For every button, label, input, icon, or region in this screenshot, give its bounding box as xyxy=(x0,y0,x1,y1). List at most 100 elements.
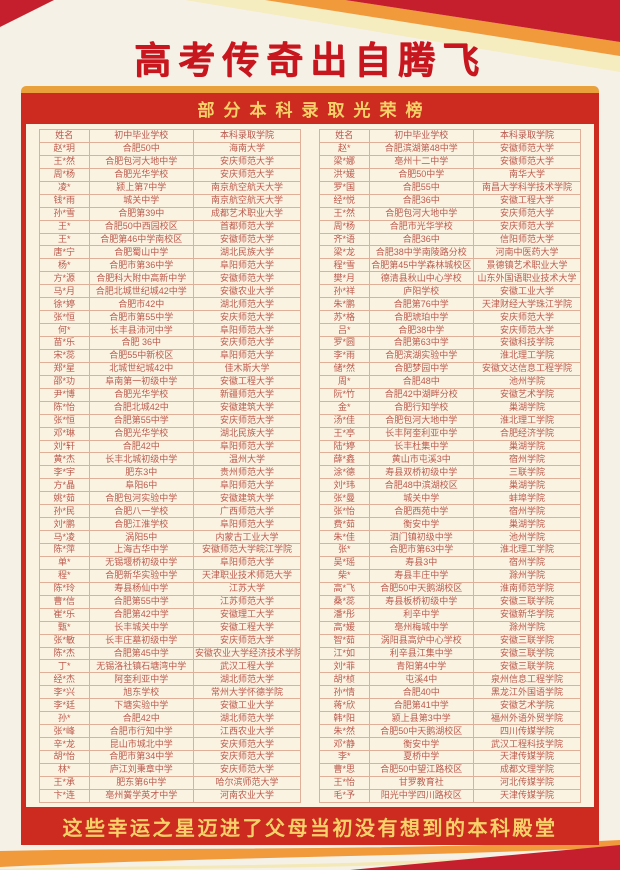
table-cell: 刘*轩 xyxy=(39,439,90,454)
table-cell: 安徽理工大学 xyxy=(192,607,302,622)
table-cell: 合肥西苑中学 xyxy=(368,504,474,519)
table-cell: 毛*予 xyxy=(319,788,370,804)
table-cell: 何* xyxy=(39,323,90,337)
table-cell: 寿县板桥初级中学 xyxy=(368,594,474,609)
table-row: 唐*宁 合肥蜀山中学 湖北民族大学 xyxy=(39,245,302,260)
table-row: 凌* 颍上第7中学 南京航空航天大学 xyxy=(39,180,302,195)
roster-table-left: 姓名 初中毕业学校 本科录取学院 赵*玥 合肥50中 海南大学 王*然 合肥包河大地中学 安庆师… xyxy=(39,129,302,804)
table-cell: 南京航空航天大学 xyxy=(192,193,302,208)
table-cell: 长丰县沛河中学 xyxy=(88,323,194,337)
table-cell: 合肥经济学院 xyxy=(472,426,582,441)
table-row: 孙*祥 庐阳学校 安徽工业大学 xyxy=(319,284,582,299)
table-cell: 朱*然 xyxy=(319,724,370,739)
table-row: 王*然 合肥包河大地中学 安庆师范大学 xyxy=(39,154,302,169)
table-cell: 夏桥中学 xyxy=(368,750,474,764)
table-row: 周* 合肥48中 池州学院 xyxy=(319,374,582,389)
table-cell: 刘*鹏 xyxy=(39,517,90,532)
table-cell: 苗*乐 xyxy=(39,336,90,350)
table-cell: 阮*竹 xyxy=(319,387,370,402)
table-cell: 程*雪 xyxy=(319,258,370,273)
table-row: 苏*格 合肥琥珀中学 安庆师范大学 xyxy=(319,310,582,325)
table-row: 辛*龙 昆山市城北中学 安庆师范大学 xyxy=(39,737,302,751)
table-row: 姚*茹 合肥包河实验中学 安徽建筑大学 xyxy=(39,491,302,506)
table-row: 黄*杰 长丰北城初级中学 温州大学 xyxy=(39,452,302,467)
table-cell: 淮北理工学院 xyxy=(472,413,582,428)
table-cell: 安庆师范大学 xyxy=(192,413,302,428)
table-cell: 新疆师范大学 xyxy=(192,387,302,402)
table-row: 朱*佳 泗门镇初级中学 池州学院 xyxy=(319,530,582,544)
table-cell: 吴*瑶 xyxy=(319,555,370,570)
table-cell: 天津财经大学珠江学院 xyxy=(472,297,582,312)
table-cell: 合肥50中西园校区 xyxy=(88,219,194,234)
table-cell: 合肥光华学校 xyxy=(88,426,194,441)
table-row: 李*雨 合肥滨湖实验中学 淮北理工学院 xyxy=(319,348,582,363)
table-cell: 安徽三联学院 xyxy=(472,633,582,648)
table-cell: 阜阳师范大学 xyxy=(192,323,302,337)
table-cell: 蒋*欣 xyxy=(319,698,370,713)
table-cell: 利辛县江集中学 xyxy=(368,646,474,661)
table-cell: 衡安中学 xyxy=(368,737,474,751)
table-cell: 合肥第45中学 xyxy=(88,646,194,661)
table-cell: 合肥42中 xyxy=(88,711,194,726)
table-cell: 王*然 xyxy=(39,154,90,169)
column-header: 姓名 xyxy=(39,129,90,143)
table-cell: 寿县杨仙中学 xyxy=(88,581,194,596)
table-cell: 合肥北城42中 xyxy=(88,400,194,415)
table-cell: 泗门镇初级中学 xyxy=(368,530,474,544)
table-cell: 孙*情 xyxy=(319,685,370,700)
table-row: 张*敏 长丰庄墓初级中学 安庆师范大学 xyxy=(39,633,302,648)
table-row: 李* 夏桥中学 天津传媒学院 xyxy=(319,750,582,764)
table-row: 徐*婷 合肥市42中 湖北师范大学 xyxy=(39,297,302,312)
table-cell: 长丰北城初级中学 xyxy=(88,452,194,467)
honor-roll-panel: 部分本科录取光荣榜 姓名 初中毕业学校 本科录取学院 赵*玥 合肥50中 海南大学 王*然合… xyxy=(21,86,599,845)
table-cell: 合肥第45中学森林城校区 xyxy=(368,258,474,273)
table-cell: 合肥光华学校 xyxy=(88,167,194,182)
table-cell: 合肥 36中 xyxy=(88,336,194,350)
table-cell: 泉州信息工程学院 xyxy=(472,672,582,687)
table-cell: 陈*玲 xyxy=(39,581,90,596)
table-cell: 张* xyxy=(319,543,370,557)
table-cell: 长丰城关中学 xyxy=(88,620,194,635)
table-cell: 尹*博 xyxy=(39,387,90,402)
table-cell: 姚*茹 xyxy=(39,491,90,506)
table-cell: 罗*国 xyxy=(319,180,370,195)
table-cell: 黄山市屯溪3中 xyxy=(368,452,474,467)
table-row: 薛*鑫 黄山市屯溪3中 宿州学院 xyxy=(319,452,582,467)
table-cell: 河南农业大学 xyxy=(192,788,302,804)
table-row: 江*如 利辛县江集中学 安徽三联学院 xyxy=(319,646,582,661)
table-cell: 颍上第7中学 xyxy=(88,180,194,195)
table-row: 刘*菲 青阳第4中学 安徽三联学院 xyxy=(319,659,582,674)
table-cell: 宿州学院 xyxy=(472,504,582,519)
table-row: 李*廷 下塘实验中学 安徽工业大学 xyxy=(39,698,302,713)
table-cell: 赵* xyxy=(319,141,370,156)
table-cell: 合肥包河大地中学 xyxy=(368,206,474,221)
table-row: 梁*龙 合肥38中学南陵路分校 河南中医药大学 xyxy=(319,245,582,260)
table-cell: 合肥50中 xyxy=(88,141,194,156)
table-cell: 高*飞 xyxy=(319,581,370,596)
table-cell: 无锡堰桥初级中学 xyxy=(88,555,194,570)
table-cell: 合肥包河实验中学 xyxy=(88,491,194,506)
table-cell: 安徽师范大学 xyxy=(472,141,582,156)
table-cell: 青阳第4中学 xyxy=(368,659,474,674)
table-cell: 杨* xyxy=(39,258,90,273)
table-cell: 合肥科大附中高新中学 xyxy=(88,271,194,286)
footer-slogan: 这些幸运之星迈进了父母当初没有想到的本科殿堂 xyxy=(62,817,558,840)
table-row: 钱*雨 城关中学 南京航空航天大学 xyxy=(39,193,302,208)
table-row: 蒋*欣 合肥第41中学 安徽艺术学院 xyxy=(319,698,582,713)
table-cell: 阳光中学四川路校区 xyxy=(368,788,474,804)
table-cell: 凌* xyxy=(39,180,90,195)
table-cell: 合肥55中新校区 xyxy=(88,348,194,363)
footer-banner: 这些幸运之星迈进了父母当初没有想到的本科殿堂 xyxy=(21,807,599,845)
table-cell: 安徽建筑大学 xyxy=(192,400,302,415)
table-header-row: 姓名 初中毕业学校 本科录取学院 xyxy=(319,129,582,143)
table-cell: 徐*婷 xyxy=(39,297,90,312)
table-cell: 安徽农业大学 xyxy=(192,284,302,299)
table-cell: 曹*信 xyxy=(39,594,90,609)
table-row: 胡*桢 屯溪4中 泉州信息工程学院 xyxy=(319,672,582,687)
table-cell: 池州学院 xyxy=(472,530,582,544)
table-cell: 金* xyxy=(319,400,370,415)
roster-table-right: 姓名 初中毕业学校 本科录取学院 赵* 合肥滨湖第48中学 安徽师范大学 梁*娜 亳州十二中学… xyxy=(319,129,582,804)
table-cell: 合肥50中学 xyxy=(368,167,474,182)
table-cell: 洪*媛 xyxy=(319,167,370,182)
table-cell: 合肥行知学校 xyxy=(368,400,474,415)
